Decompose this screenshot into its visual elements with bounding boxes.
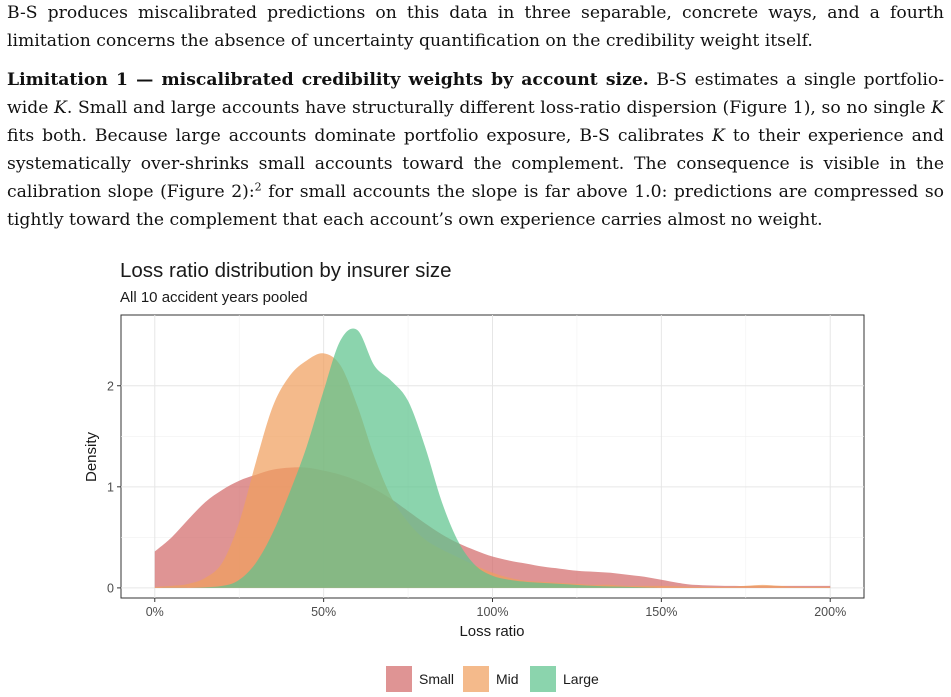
math-k: K	[54, 98, 67, 118]
legend-swatch-large	[530, 666, 556, 692]
x-tick-label: 150%	[645, 605, 677, 619]
x-tick-label: 50%	[311, 605, 336, 619]
legend-swatch-mid	[463, 666, 489, 692]
density-areas	[154, 328, 831, 589]
x-tick-label: 100%	[477, 605, 509, 619]
x-tick-label: 200%	[814, 605, 846, 619]
legend-swatch-small	[386, 666, 412, 692]
y-tick-label: 0	[107, 581, 114, 595]
paragraph-text: . Small and large accounts have structur…	[66, 98, 932, 118]
legend-label-small: Small	[419, 671, 454, 687]
legend-label-large: Large	[563, 671, 599, 687]
intro-paragraph: B-S produces miscalibrated predictions o…	[7, 3, 944, 51]
math-k: K	[931, 98, 944, 118]
y-tick-label: 1	[107, 480, 114, 494]
y-tick-label: 2	[107, 379, 114, 393]
paragraph-text: fits both. Because large accounts domina…	[7, 126, 713, 146]
x-axis-label: Loss ratio	[459, 623, 524, 640]
legend: Small Mid Large	[386, 666, 599, 692]
x-axis: 0% 50% 100% 150% 200%	[146, 598, 846, 619]
density-area-large	[154, 328, 662, 589]
limitation-1-heading: Limitation 1 — miscalibrated credibility…	[7, 70, 649, 90]
y-axis: 0 1 2	[107, 379, 121, 595]
legend-label-mid: Mid	[496, 671, 519, 687]
limitation-1-paragraph: Limitation 1 — miscalibrated credibility…	[7, 66, 944, 234]
paragraph-text: for small accounts the slope is far abov…	[7, 182, 944, 230]
paragraph-text: B-S estimates a single portfolio-wide	[7, 70, 945, 118]
math-k: K	[712, 126, 725, 146]
y-axis-label: Density	[83, 431, 100, 482]
chart-subtitle: All 10 accident years pooled	[120, 289, 308, 306]
chart-title: Loss ratio distribution by insurer size	[120, 259, 452, 282]
paragraph-text: to their experience and systematically o…	[7, 126, 944, 202]
footnote-marker: 2	[254, 180, 262, 194]
x-tick-label: 0%	[146, 605, 164, 619]
